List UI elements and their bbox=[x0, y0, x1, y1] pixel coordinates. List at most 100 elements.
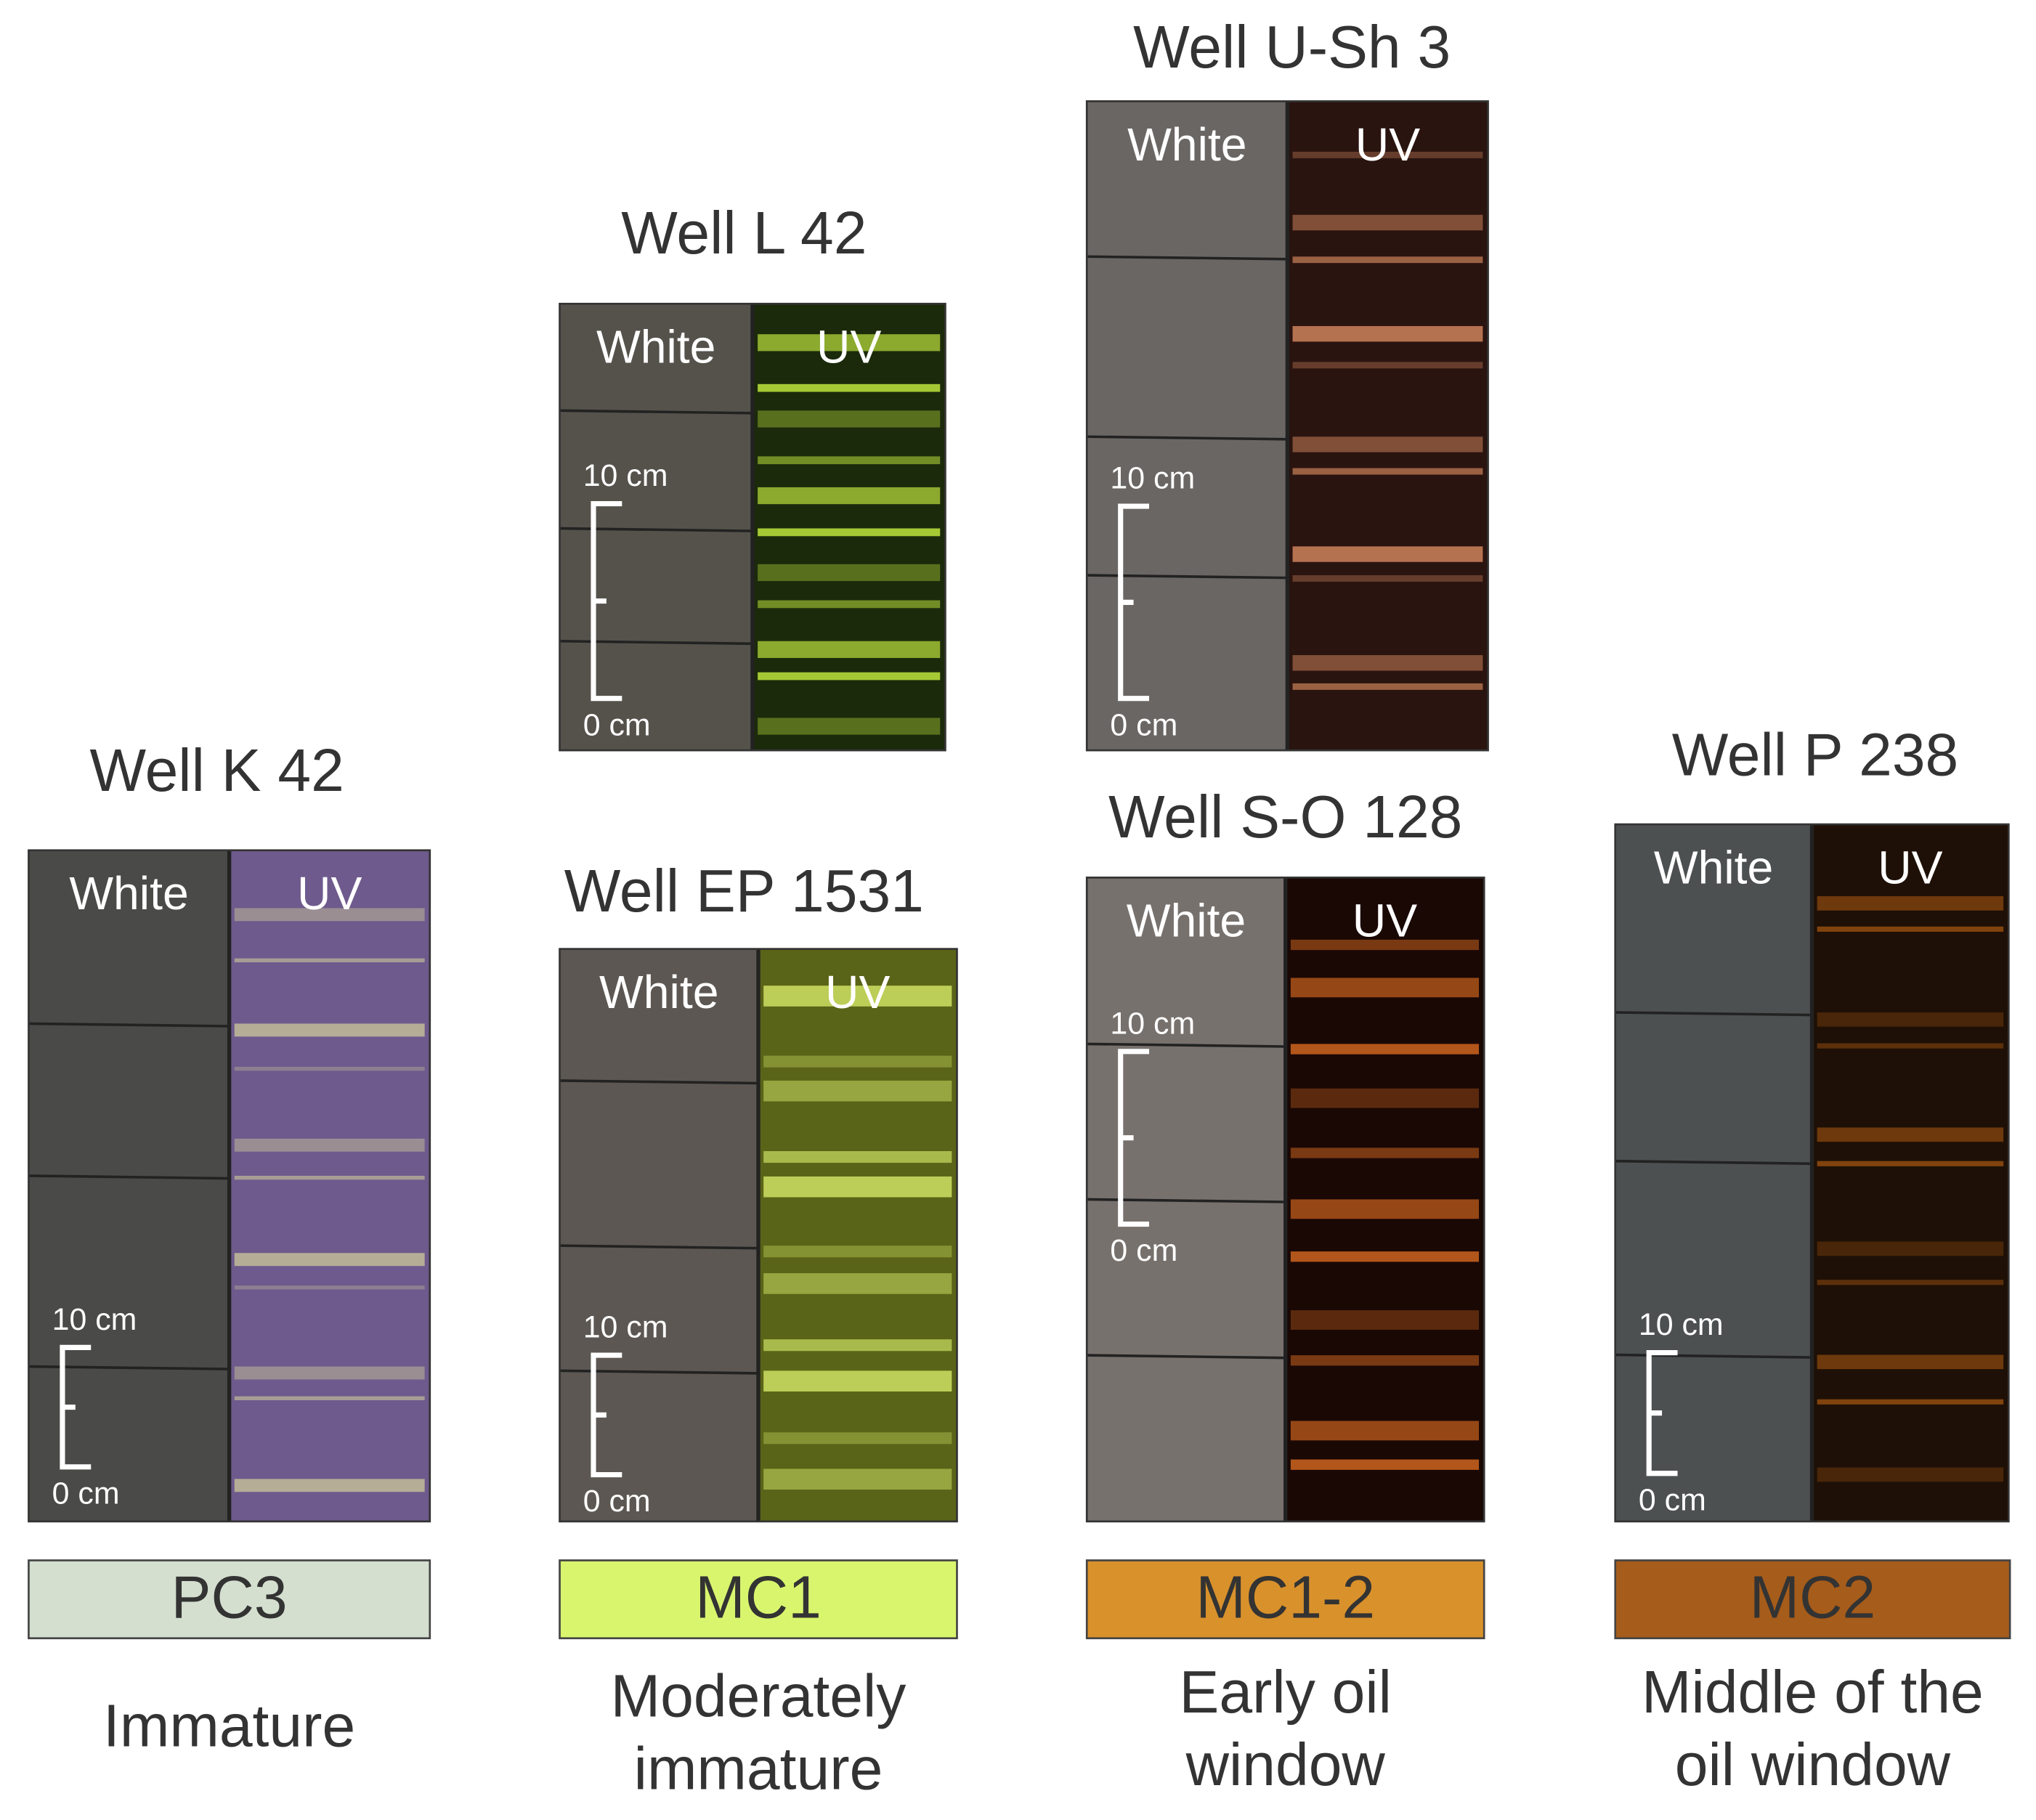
uv-band bbox=[1292, 256, 1483, 264]
core-photo bbox=[28, 849, 431, 1523]
core-break bbox=[559, 409, 753, 415]
uv-band bbox=[758, 641, 941, 658]
uv-band bbox=[1817, 1354, 2004, 1370]
scale-bottom-label: 0 cm bbox=[1639, 1482, 1706, 1517]
uv-light-core bbox=[229, 850, 430, 1522]
uv-band bbox=[1292, 151, 1483, 158]
uv-band bbox=[1817, 1399, 2004, 1405]
class-description: window bbox=[1185, 1732, 1386, 1798]
white-label: White bbox=[69, 867, 188, 919]
photo-border bbox=[1614, 823, 2010, 1523]
uv-band bbox=[234, 1023, 425, 1037]
uv-band bbox=[763, 1080, 952, 1102]
scale-bottom-label: 0 cm bbox=[1110, 707, 1177, 742]
white-label: White bbox=[596, 321, 715, 373]
uv-band bbox=[234, 1366, 425, 1380]
uv-band bbox=[758, 383, 941, 392]
scale-bar bbox=[1118, 503, 1150, 702]
uv-band bbox=[1817, 1043, 2004, 1049]
scale-bottom-label: 0 cm bbox=[583, 1484, 651, 1519]
core-photo bbox=[559, 948, 958, 1523]
uv-band bbox=[1292, 214, 1483, 231]
uv-band bbox=[763, 1468, 952, 1490]
core-photo bbox=[1085, 876, 1485, 1523]
uv-band bbox=[234, 1396, 425, 1400]
uv-band bbox=[1290, 1459, 1480, 1470]
core-break bbox=[559, 1244, 759, 1250]
well-title: Well K 42 bbox=[89, 738, 344, 804]
class-code: MC1 bbox=[695, 1564, 822, 1630]
uv-band bbox=[1292, 575, 1483, 582]
class-code: PC3 bbox=[171, 1564, 288, 1630]
uv-band bbox=[1290, 1147, 1480, 1158]
class-code: MC1-2 bbox=[1196, 1564, 1375, 1630]
uv-band bbox=[758, 456, 941, 465]
scale-top-label: 10 cm bbox=[1110, 461, 1195, 496]
uv-band bbox=[1290, 1355, 1480, 1366]
uv-band bbox=[763, 1246, 952, 1258]
scale-bar bbox=[60, 1344, 92, 1470]
uv-band bbox=[1817, 926, 2004, 932]
uv-band bbox=[763, 1273, 952, 1294]
scale-bottom-label: 0 cm bbox=[1110, 1233, 1177, 1268]
uv-band bbox=[758, 672, 941, 681]
uv-band bbox=[758, 528, 941, 537]
core-break bbox=[1087, 1354, 1286, 1360]
photo-border bbox=[1085, 100, 1489, 752]
core-break bbox=[1615, 1159, 1812, 1166]
uv-band bbox=[763, 1370, 952, 1392]
well-title: Well S-O 128 bbox=[1108, 784, 1462, 850]
uv-band bbox=[763, 1432, 952, 1445]
photo-border bbox=[559, 948, 958, 1523]
uv-band bbox=[1292, 468, 1483, 475]
core-break bbox=[559, 1079, 759, 1085]
white-label: White bbox=[1127, 895, 1246, 947]
uv-band bbox=[1290, 1421, 1480, 1441]
core-photo bbox=[1614, 823, 2010, 1523]
uv-light-core bbox=[758, 948, 957, 1522]
class-description: oil window bbox=[1675, 1732, 1951, 1798]
uv-band bbox=[1290, 978, 1480, 998]
white-light-core bbox=[1087, 101, 1288, 751]
uv-band bbox=[1817, 1280, 2004, 1285]
scale-top-label: 10 cm bbox=[1110, 1006, 1195, 1041]
uv-label: UV bbox=[816, 321, 881, 373]
uv-band bbox=[1290, 1310, 1480, 1330]
uv-band bbox=[234, 1066, 425, 1071]
core-photo bbox=[1085, 100, 1489, 752]
scale-top-label: 10 cm bbox=[1639, 1307, 1724, 1342]
uv-label: UV bbox=[1878, 841, 1942, 893]
uv-band bbox=[1290, 1251, 1480, 1262]
uv-band bbox=[1292, 436, 1483, 452]
well-title: Well P 238 bbox=[1672, 722, 1959, 788]
uv-band bbox=[1817, 1127, 2004, 1142]
uv-band bbox=[1292, 362, 1483, 369]
photo-border bbox=[28, 849, 431, 1523]
class-box bbox=[1085, 1559, 1485, 1640]
uv-band bbox=[1292, 325, 1483, 342]
white-label: White bbox=[1654, 841, 1773, 893]
core-break bbox=[28, 1022, 230, 1028]
white-light-core bbox=[28, 850, 230, 1522]
well-title: Well L 42 bbox=[621, 200, 867, 267]
scale-bar bbox=[1646, 1349, 1678, 1476]
uv-band bbox=[1292, 546, 1483, 562]
core-break bbox=[28, 1174, 230, 1180]
class-description: Moderately bbox=[611, 1663, 907, 1729]
white-light-core bbox=[559, 948, 759, 1522]
well-title: Well EP 1531 bbox=[564, 858, 924, 925]
uv-band bbox=[234, 908, 425, 922]
uv-band bbox=[763, 1150, 952, 1163]
uv-band bbox=[1292, 655, 1483, 671]
uv-band bbox=[758, 718, 941, 735]
core-break bbox=[1087, 1042, 1286, 1048]
uv-band bbox=[1290, 1044, 1480, 1055]
scale-bar bbox=[1118, 1049, 1150, 1227]
class-code: MC2 bbox=[1750, 1564, 1876, 1630]
uv-band bbox=[758, 410, 941, 428]
uv-band bbox=[758, 564, 941, 582]
scale-bar bbox=[591, 1352, 622, 1478]
scale-bottom-label: 0 cm bbox=[583, 707, 651, 742]
uv-label: UV bbox=[1355, 118, 1420, 171]
